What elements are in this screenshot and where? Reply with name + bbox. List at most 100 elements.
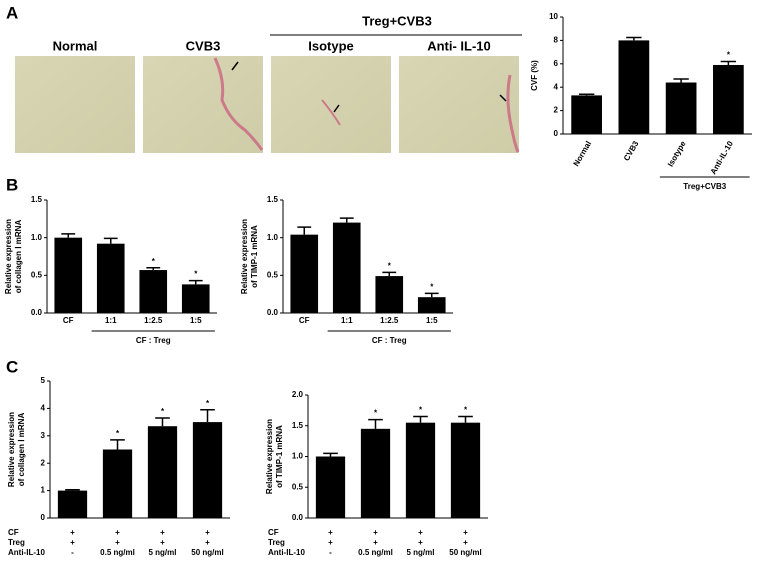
x-tick-label: 1:5 xyxy=(190,316,202,325)
error-bar xyxy=(65,489,80,491)
x-tick-label: 1:1 xyxy=(341,316,353,325)
group-label: Treg+CVB3 xyxy=(362,13,432,28)
bar xyxy=(54,237,83,313)
y-tick-label: 10 xyxy=(549,12,558,21)
error-bar xyxy=(339,217,354,223)
row-value: + xyxy=(373,538,378,547)
significance-mark: * xyxy=(464,406,468,415)
significance-mark: * xyxy=(727,51,731,60)
row-value: + xyxy=(115,538,120,547)
bar xyxy=(147,426,178,518)
x-tick-label: 1:1 xyxy=(105,316,117,325)
x-tick-label: Isotype xyxy=(666,139,688,168)
image-label: Anti- IL-10 xyxy=(427,38,491,53)
group-label: CF : Treg xyxy=(372,336,407,345)
micrograph xyxy=(15,56,135,153)
error-bar xyxy=(110,439,125,450)
micrograph xyxy=(271,56,391,153)
error-bar xyxy=(188,279,203,285)
error-bar xyxy=(103,237,118,244)
bar xyxy=(181,284,210,313)
row-value: + xyxy=(115,528,120,537)
x-tick-label: Normal xyxy=(572,140,594,168)
y-tick-label: 2.0 xyxy=(292,390,304,399)
bar xyxy=(192,422,223,518)
row-value: + xyxy=(70,528,75,537)
significance-mark: * xyxy=(161,407,165,416)
row-value: 50 ng/ml xyxy=(449,548,481,557)
image-label: CVB3 xyxy=(186,38,221,53)
stain xyxy=(321,99,341,126)
panel-label: A xyxy=(6,3,18,22)
micrograph xyxy=(399,56,519,153)
bar xyxy=(375,276,404,313)
bar xyxy=(618,40,650,134)
y-axis-label: of TIMP-1 mRNA xyxy=(250,225,259,288)
x-tick-label: 1:2.5 xyxy=(144,316,163,325)
image-label: Isotype xyxy=(308,38,354,53)
y-axis-label: CVF (%) xyxy=(530,60,539,91)
error-bar xyxy=(368,418,383,429)
significance-mark: * xyxy=(430,283,434,292)
bar xyxy=(360,428,391,518)
y-tick-label: 0.5 xyxy=(292,482,304,491)
y-tick-label: 6 xyxy=(554,59,559,68)
bar xyxy=(713,64,744,134)
row-value: - xyxy=(329,548,332,557)
y-tick-label: 1.5 xyxy=(267,195,279,204)
group-label: Treg+CVB3 xyxy=(683,182,726,191)
row-value: - xyxy=(71,548,74,557)
y-tick-label: 0.0 xyxy=(31,308,43,317)
y-axis-label: of collagen Ⅰ mRNA xyxy=(17,413,26,487)
significance-mark: * xyxy=(152,257,156,266)
bar xyxy=(57,490,88,518)
x-tick-label: CF xyxy=(299,316,310,325)
row-value: + xyxy=(205,528,210,537)
row-value: + xyxy=(160,528,165,537)
bar xyxy=(102,449,133,518)
error-bar xyxy=(578,93,595,96)
row-value: + xyxy=(70,538,75,547)
y-axis-label: Relative expression xyxy=(265,419,274,494)
panel-label: B xyxy=(6,175,18,194)
x-tick-label: Anti-IL-10 xyxy=(709,139,736,176)
y-tick-label: 0.0 xyxy=(267,308,279,317)
x-tick-label: CF xyxy=(63,316,74,325)
bar xyxy=(450,422,481,518)
y-axis-label: Relative expression xyxy=(4,219,13,294)
bar xyxy=(665,82,697,134)
row-value: + xyxy=(160,538,165,547)
y-axis-label: Relative expression xyxy=(7,412,16,487)
row-label: CF xyxy=(268,528,279,537)
y-tick-label: 2 xyxy=(41,458,46,467)
row-label: CF xyxy=(8,528,19,537)
y-tick-label: 5 xyxy=(41,376,46,385)
error-bar xyxy=(458,415,473,423)
error-bar xyxy=(61,233,76,238)
row-label: Treg xyxy=(268,538,285,547)
bar xyxy=(332,222,361,313)
y-tick-label: 1.5 xyxy=(292,421,304,430)
error-bar xyxy=(323,452,338,457)
error-bar xyxy=(155,417,170,427)
y-tick-label: 4 xyxy=(41,404,46,413)
error-bar xyxy=(720,60,737,65)
bar xyxy=(139,270,168,313)
row-value: + xyxy=(373,528,378,537)
arrow xyxy=(499,94,507,102)
image-label: Normal xyxy=(53,38,98,53)
y-tick-label: 0.5 xyxy=(267,270,279,279)
error-bar xyxy=(413,415,428,423)
bar xyxy=(315,456,346,518)
row-value: + xyxy=(463,538,468,547)
error-bar xyxy=(424,292,439,298)
significance-mark: * xyxy=(206,399,210,408)
row-value: + xyxy=(463,528,468,537)
row-label: Treg xyxy=(8,538,25,547)
x-tick-label: 1:2.5 xyxy=(380,316,399,325)
row-value: 0.5 ng/ml xyxy=(358,548,393,557)
y-axis-label: of TIMP-1 mRNA xyxy=(275,425,284,488)
y-tick-label: 1.0 xyxy=(292,452,304,461)
y-tick-label: 1 xyxy=(41,486,46,495)
y-tick-label: 3 xyxy=(41,431,46,440)
